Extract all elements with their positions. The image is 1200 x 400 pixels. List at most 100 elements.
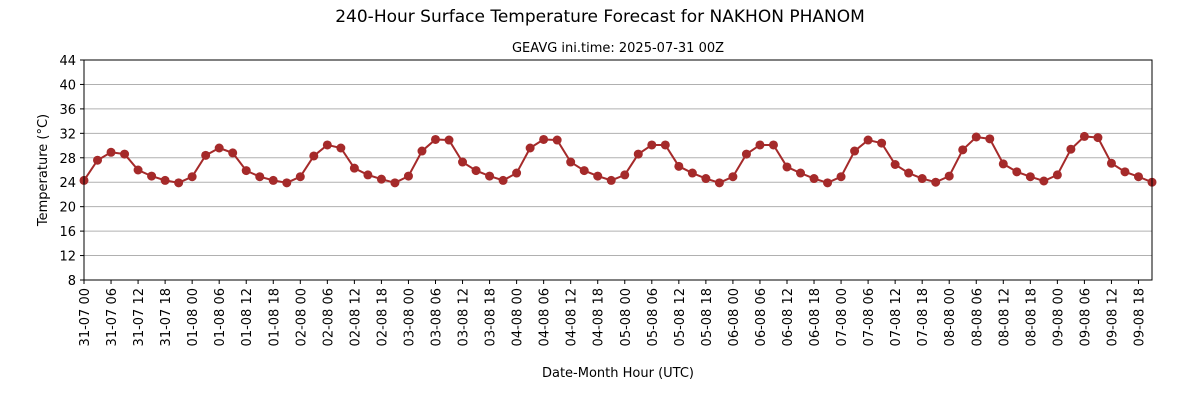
series-temperature (79, 131, 1157, 188)
data-point (809, 174, 819, 184)
x-tick-label: 08-08 18 (1024, 288, 1039, 346)
x-tick-label: 09-08 06 (1078, 288, 1093, 346)
x-tick-label: 01-08 06 (213, 288, 228, 346)
data-point (863, 135, 873, 145)
data-point (1079, 131, 1089, 141)
data-point (241, 166, 251, 176)
data-point (1052, 170, 1062, 180)
x-tick-label: 02-08 00 (294, 288, 309, 346)
data-point (850, 146, 860, 156)
x-tick-label: 08-08 00 (943, 288, 958, 346)
data-point (782, 162, 792, 172)
data-point (579, 166, 589, 176)
data-point (309, 151, 319, 161)
x-tick-label: 04-08 18 (592, 288, 607, 346)
data-point (1106, 158, 1116, 168)
data-point (1120, 167, 1130, 177)
x-tick-label: 08-08 12 (997, 288, 1012, 346)
data-point (593, 171, 603, 181)
data-point (93, 155, 103, 165)
x-tick-label: 02-08 06 (321, 288, 336, 346)
data-point (566, 157, 576, 167)
data-point (741, 149, 751, 159)
data-point (255, 172, 265, 182)
data-point (485, 171, 495, 181)
data-point (985, 134, 995, 144)
data-point (633, 149, 643, 159)
data-point (1066, 144, 1076, 154)
data-point (674, 161, 684, 171)
y-tick-label: 24 (59, 176, 76, 191)
data-point (512, 168, 522, 178)
x-tick-label: 09-08 18 (1132, 288, 1147, 346)
x-axis-ticks: 31-07 00 31-07 06 31-07 12 31-07 18 01-08 00… (78, 280, 1147, 346)
x-tick-label: 09-08 00 (1051, 288, 1066, 346)
x-tick-label: 02-08 12 (348, 288, 363, 346)
x-tick-label: 02-08 18 (375, 288, 390, 346)
data-point (647, 140, 657, 150)
data-point (890, 160, 900, 169)
data-point (796, 168, 806, 178)
data-point (971, 132, 981, 142)
y-axis-label: Temperature (°C) (36, 114, 51, 227)
y-tick-label: 36 (59, 103, 76, 118)
data-point (106, 147, 116, 157)
data-point (552, 135, 562, 145)
x-tick-label: 01-08 18 (267, 288, 282, 346)
x-tick-label: 06-08 06 (754, 288, 769, 346)
x-tick-label: 03-08 12 (457, 288, 472, 346)
data-point (363, 170, 373, 180)
data-point (755, 140, 765, 150)
x-tick-label: 01-08 12 (240, 288, 255, 346)
x-tick-label: 05-08 12 (673, 288, 688, 346)
x-tick-label: 04-08 06 (538, 288, 553, 346)
data-point (120, 149, 130, 159)
data-point (322, 140, 332, 150)
data-point (904, 168, 914, 178)
y-tick-label: 44 (59, 54, 76, 69)
y-tick-label: 16 (59, 225, 76, 240)
data-point (606, 175, 616, 185)
x-axis-label: Date-Month Hour (UTC) (542, 366, 694, 381)
data-point (539, 134, 549, 144)
chart-subtitle: GEAVG ini.time: 2025-07-31 00Z (512, 41, 724, 56)
y-axis-ticks: 8 12 16 20 24 28 32 36 40 44 (59, 54, 84, 289)
data-point (687, 168, 697, 178)
data-point (728, 172, 738, 182)
x-tick-label: 06-08 12 (781, 288, 796, 346)
x-tick-label: 07-08 18 (916, 288, 931, 346)
x-tick-label: 01-08 00 (186, 288, 201, 346)
data-point (620, 170, 630, 180)
x-tick-label: 05-08 18 (700, 288, 715, 346)
data-point (660, 140, 670, 150)
data-point (336, 143, 346, 153)
y-tick-label: 12 (59, 250, 76, 265)
data-point (228, 148, 238, 158)
data-point (1093, 133, 1103, 143)
x-tick-label: 03-08 00 (402, 288, 417, 346)
data-point (214, 143, 224, 153)
data-point (201, 150, 211, 160)
x-tick-label: 06-08 18 (808, 288, 823, 346)
data-point (295, 172, 305, 182)
x-tick-label: 09-08 12 (1105, 288, 1120, 346)
data-point (1133, 172, 1143, 182)
data-point (268, 175, 278, 185)
data-point (376, 174, 386, 184)
data-point (768, 140, 778, 150)
data-point (1012, 167, 1022, 177)
data-point (444, 135, 454, 145)
data-point (998, 159, 1008, 169)
data-point (417, 146, 427, 156)
data-point (877, 138, 887, 148)
x-tick-label: 04-08 00 (511, 288, 526, 346)
data-point (471, 166, 481, 176)
x-tick-label: 07-08 06 (862, 288, 877, 346)
x-tick-label: 31-07 06 (105, 288, 120, 346)
data-point (498, 175, 508, 185)
series-line (83, 135, 1153, 184)
data-point (836, 172, 846, 182)
x-tick-label: 31-07 18 (159, 288, 174, 346)
data-point (349, 163, 359, 173)
